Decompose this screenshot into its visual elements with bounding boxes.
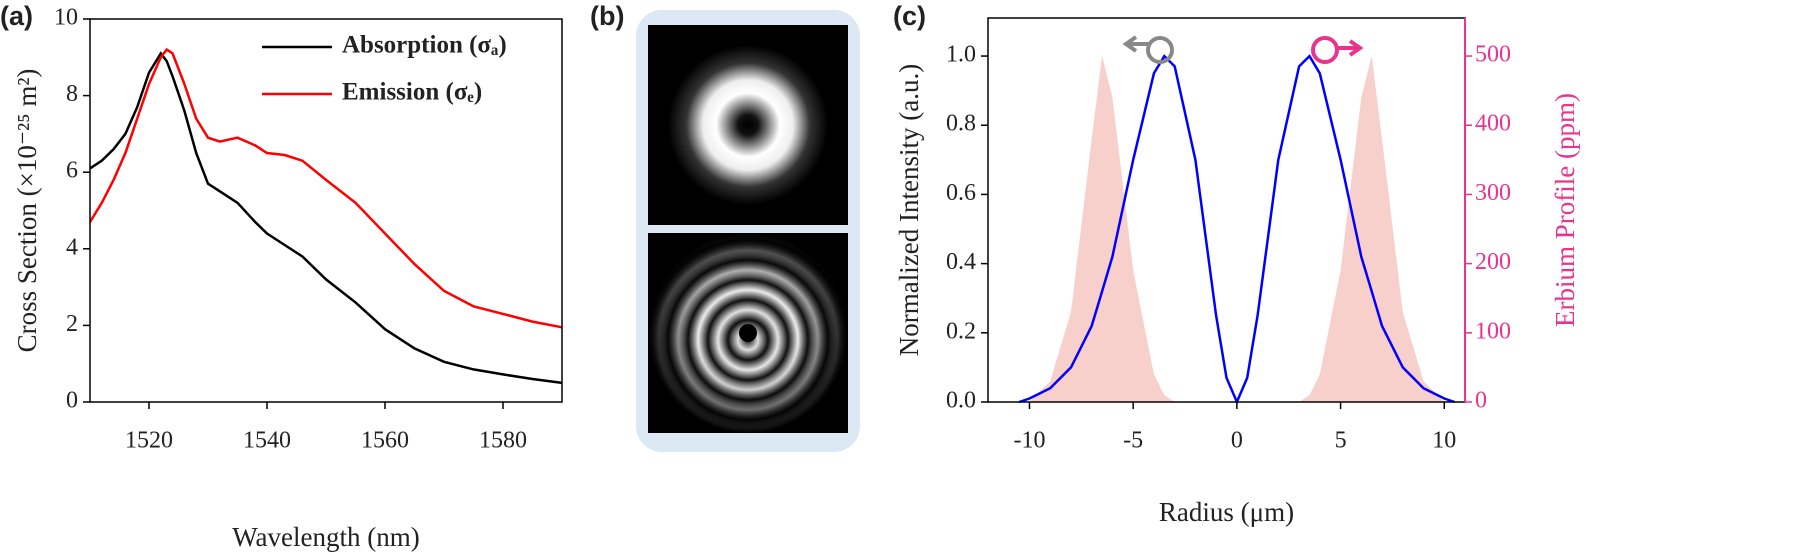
x-tick-label: 1540 [243, 428, 291, 454]
x-axis-title: Wavelength (nm) [232, 522, 420, 552]
x-tick-label: -5 [1123, 428, 1143, 454]
y-tick-label: 10 [54, 5, 78, 31]
x-tick-label: 1580 [479, 428, 527, 454]
left-axis-marker [1146, 36, 1174, 64]
y-tick-label: 0.2 [946, 318, 976, 344]
y2-axis-title: Erbium Profile (ppm) [1550, 93, 1580, 327]
right-axis-arrow [1335, 39, 1364, 57]
area [1019, 56, 1455, 402]
spiral-core [739, 324, 757, 342]
x-axis-title: Radius (μm) [1159, 497, 1294, 527]
y-tick-label: 0.0 [946, 388, 976, 414]
y-tick-label: 8 [66, 81, 78, 107]
x-tick-label: 0 [1231, 428, 1243, 454]
y2-tick-label: 200 [1475, 249, 1511, 275]
left-axis-arrow [1122, 35, 1150, 53]
y-tick-label: 0.6 [946, 180, 976, 206]
y2-tick-label: 100 [1475, 318, 1511, 344]
x-tick-label: 1520 [125, 428, 173, 454]
legend-label: Absorption (σₐ) [342, 32, 507, 59]
panel-label: (a) [0, 1, 33, 31]
y-tick-label: 0 [66, 388, 78, 414]
y2-tick-label: 400 [1475, 111, 1511, 137]
line [89, 51, 563, 385]
line [88, 47, 563, 329]
y-tick-label: 2 [66, 311, 78, 337]
legend-label: Emission (σₑ) [342, 79, 482, 106]
donut-mode-image [648, 25, 848, 225]
x-tick-label: -10 [1013, 428, 1045, 454]
y-tick-label: 6 [66, 158, 78, 184]
y-axis-title: Cross Section (×10⁻²⁵ m²) [12, 69, 42, 353]
y-tick-label: 0.8 [946, 111, 976, 137]
y2-tick-label: 500 [1475, 42, 1511, 68]
panel-label: (c) [893, 1, 926, 31]
right-axis-marker [1311, 36, 1339, 64]
x-tick-label: 10 [1432, 428, 1456, 454]
y-axis-title: Normalized Intensity (a.u.) [894, 64, 924, 356]
panel-label: (b) [590, 1, 624, 31]
y2-tick-label: 0 [1475, 388, 1487, 414]
plot-frame [89, 18, 563, 403]
y-tick-label: 1.0 [946, 42, 976, 68]
direction-markers [1122, 35, 1364, 64]
y-tick-label: 4 [66, 234, 78, 260]
x-tick-label: 5 [1335, 428, 1347, 454]
x-tick-label: 1560 [361, 428, 409, 454]
y-tick-label: 0.4 [946, 249, 976, 275]
y2-tick-label: 300 [1475, 180, 1511, 206]
mode-images [636, 10, 860, 452]
